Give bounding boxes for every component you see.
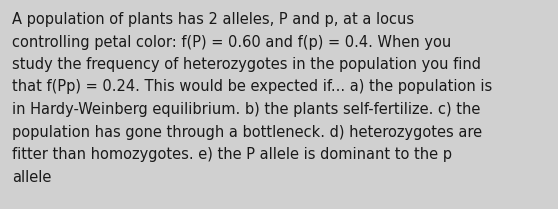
Text: controlling petal color: f(P) = 0.60 and f(p) = 0.4. When you: controlling petal color: f(P) = 0.60 and… bbox=[12, 34, 451, 50]
Text: population has gone through a bottleneck. d) heterozygotes are: population has gone through a bottleneck… bbox=[12, 125, 482, 139]
Text: A population of plants has 2 alleles, P and p, at a locus: A population of plants has 2 alleles, P … bbox=[12, 12, 414, 27]
Text: study the frequency of heterozygotes in the population you find: study the frequency of heterozygotes in … bbox=[12, 57, 481, 72]
Text: allele: allele bbox=[12, 169, 51, 185]
Text: that f(Pp) = 0.24. This would be expected if... a) the population is: that f(Pp) = 0.24. This would be expecte… bbox=[12, 79, 492, 94]
Text: fitter than homozygotes. e) the P allele is dominant to the p: fitter than homozygotes. e) the P allele… bbox=[12, 147, 452, 162]
Text: in Hardy-Weinberg equilibrium. b) the plants self-fertilize. c) the: in Hardy-Weinberg equilibrium. b) the pl… bbox=[12, 102, 480, 117]
